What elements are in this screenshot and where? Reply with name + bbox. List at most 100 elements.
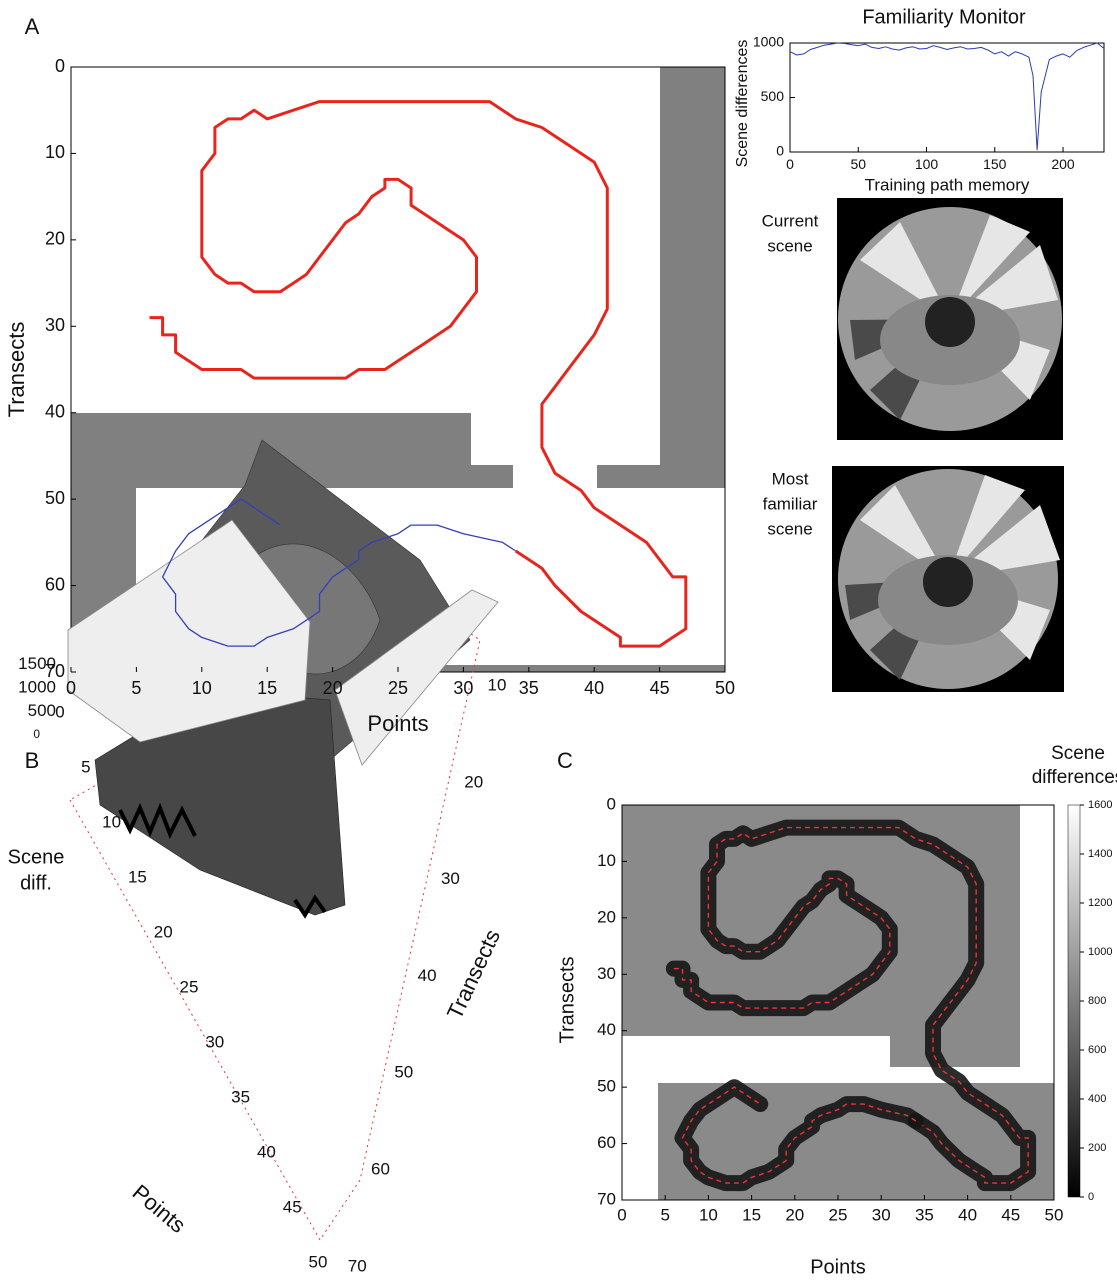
colorbar-tick-label: 1200 bbox=[1088, 897, 1112, 909]
x-tick-label: 20 bbox=[323, 678, 343, 698]
y-tick-label: 20 bbox=[45, 229, 65, 249]
colorbar-tick-label: 1000 bbox=[1088, 946, 1112, 958]
y-tick-label: 20 bbox=[464, 772, 483, 791]
colorbar-tick-label: 400 bbox=[1088, 1093, 1106, 1105]
x-tick-label: 10 bbox=[102, 812, 121, 831]
x-tick-label: 35 bbox=[519, 678, 539, 698]
z-tick-label: 1500 bbox=[18, 654, 56, 673]
y-tick-label: 1000 bbox=[753, 34, 784, 50]
x-tick-label: 25 bbox=[388, 678, 408, 698]
colorbar-tick-label: 1600 bbox=[1088, 799, 1112, 811]
x-tick-label: 100 bbox=[915, 156, 939, 172]
y-tick-label: 30 bbox=[45, 315, 65, 335]
x-tick-label: 50 bbox=[309, 1252, 328, 1271]
x-tick-label: 40 bbox=[584, 678, 604, 698]
panel-label: B bbox=[25, 748, 40, 773]
y-tick-label: 40 bbox=[45, 401, 65, 421]
x-tick-label: 15 bbox=[742, 1206, 761, 1225]
x-tick-label: 50 bbox=[1045, 1206, 1064, 1225]
z-tick-label: 500 bbox=[28, 701, 56, 720]
colorbar-tick-label: 600 bbox=[1088, 1044, 1106, 1056]
x-axis-label: Points bbox=[128, 1179, 191, 1237]
surface-sketch bbox=[67, 439, 499, 1241]
x-tick-label: 150 bbox=[983, 156, 1007, 172]
axes-box-monitor bbox=[789, 42, 1105, 153]
x-tick-label: 5 bbox=[131, 678, 141, 698]
x-tick-label: 20 bbox=[154, 922, 173, 941]
x-tick-label: 20 bbox=[785, 1206, 804, 1225]
x-tick-label: 35 bbox=[231, 1087, 250, 1106]
x-tick-label: 30 bbox=[453, 678, 473, 698]
x-tick-label: 10 bbox=[192, 678, 212, 698]
x-tick-label: 30 bbox=[872, 1206, 891, 1225]
y-tick-label: 60 bbox=[45, 574, 65, 594]
y-tick-label: 10 bbox=[45, 142, 65, 162]
x-tick-label: 50 bbox=[850, 156, 866, 172]
z-tick-label: 0 bbox=[33, 727, 40, 741]
y-tick-label: 70 bbox=[597, 1189, 616, 1208]
x-tick-label: 0 bbox=[66, 678, 76, 698]
data-line bbox=[149, 100, 688, 648]
y-tick-label: 0 bbox=[776, 143, 784, 159]
chart-title: Familiarity Monitor bbox=[862, 6, 1026, 28]
colorbar-title: differences bbox=[1032, 767, 1117, 788]
x-tick-label: 40 bbox=[958, 1206, 977, 1225]
scene-label: scene bbox=[767, 519, 812, 538]
y-tick-label: 0 bbox=[55, 56, 65, 76]
colorbar-tick-label: 0 bbox=[1088, 1191, 1094, 1203]
z-axis-label: diff. bbox=[20, 872, 52, 894]
x-tick-label: 15 bbox=[257, 678, 277, 698]
gradient-arrows bbox=[673, 826, 1029, 1184]
scene-image bbox=[837, 198, 1063, 440]
x-tick-label: 0 bbox=[786, 156, 794, 172]
scene-label: scene bbox=[767, 236, 812, 255]
y-axis-label: Transects bbox=[556, 956, 578, 1043]
scene-label: Current bbox=[762, 211, 819, 230]
y-tick-label: 50 bbox=[394, 1063, 413, 1082]
y-tick-label: 60 bbox=[597, 1133, 616, 1152]
y-tick-label: 40 bbox=[597, 1020, 616, 1039]
x-tick-label: 15 bbox=[128, 867, 147, 886]
x-tick-label: 50 bbox=[715, 678, 735, 698]
x-tick-label: 5 bbox=[660, 1206, 669, 1225]
x-tick-label: 25 bbox=[829, 1206, 848, 1225]
y-tick-label: 70 bbox=[348, 1256, 367, 1275]
y-axis-label: Transects bbox=[442, 926, 505, 1023]
y-tick-label: 20 bbox=[597, 907, 616, 926]
y-tick-label: 50 bbox=[597, 1077, 616, 1096]
x-axis-label: Points bbox=[367, 711, 428, 736]
colorbar-tick-label: 1400 bbox=[1088, 848, 1112, 860]
x-axis-label: Points bbox=[810, 1256, 866, 1278]
y-tick-label: 30 bbox=[441, 869, 460, 888]
colorbar-tick-label: 800 bbox=[1088, 995, 1106, 1007]
heat-routes bbox=[665, 819, 1037, 1192]
x-tick-label: 0 bbox=[617, 1206, 626, 1225]
colorbar bbox=[1067, 804, 1081, 1198]
x-tick-label: 45 bbox=[1001, 1206, 1020, 1225]
x-tick-label: 25 bbox=[180, 977, 199, 996]
y-tick-label: 500 bbox=[761, 88, 785, 104]
y-axis-label: Transects bbox=[4, 322, 29, 418]
y-tick-label: 50 bbox=[45, 488, 65, 508]
data-line bbox=[161, 498, 517, 647]
x-tick-label: 200 bbox=[1051, 156, 1075, 172]
colorbar-tick-label: 200 bbox=[1088, 1142, 1106, 1154]
x-tick-label: 30 bbox=[205, 1032, 224, 1051]
x-axis-label: Training path memory bbox=[865, 175, 1030, 194]
x-tick-label: 10 bbox=[699, 1206, 718, 1225]
y-axis-label: Scene differences bbox=[734, 40, 751, 168]
y-tick-label: 40 bbox=[418, 966, 437, 985]
data-line bbox=[789, 42, 1105, 151]
colorbar-title: Scene bbox=[1051, 743, 1105, 764]
scene-label: familiar bbox=[763, 494, 818, 513]
y-tick-label: 60 bbox=[371, 1159, 390, 1178]
y-tick-label: 0 bbox=[607, 794, 616, 813]
x-tick-label: 45 bbox=[650, 678, 670, 698]
y-tick-label: 10 bbox=[488, 675, 507, 694]
z-axis-label: Scene bbox=[8, 846, 65, 868]
panel-label: A bbox=[25, 14, 40, 39]
scene-image bbox=[832, 466, 1064, 692]
x-tick-label: 40 bbox=[257, 1142, 276, 1161]
x-tick-label: 5 bbox=[81, 757, 90, 776]
